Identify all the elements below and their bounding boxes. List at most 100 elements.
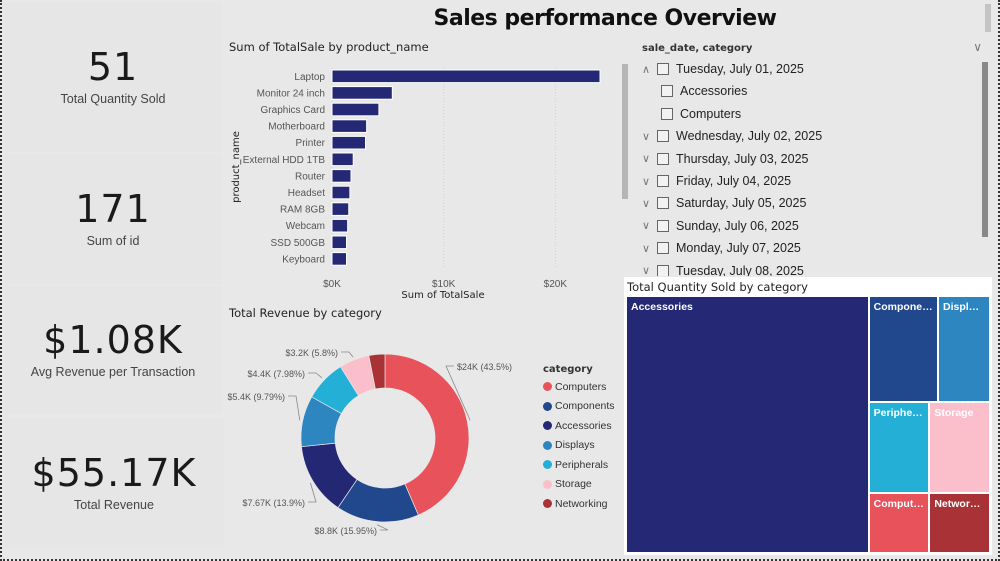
leader-line <box>341 351 354 358</box>
slicer-item[interactable]: ∨ Thursday, July 03, 2025 <box>638 148 809 170</box>
page-title: Sales performance Overview <box>433 6 777 31</box>
slicer-subitem[interactable]: Computers <box>658 103 741 125</box>
slicer-item-label: Monday, July 07, 2025 <box>676 241 801 256</box>
leader-line <box>308 482 317 503</box>
slicer-item-label: Tuesday, July 01, 2025 <box>676 62 804 76</box>
leader-line <box>308 372 323 379</box>
slicer-item[interactable]: ∨ Monday, July 07, 2025 <box>638 237 801 259</box>
legend-item-displays[interactable]: Displays <box>543 436 615 456</box>
data-label: $7.67K (13.9%) <box>242 498 305 508</box>
treemap-label: Accessories <box>631 301 693 313</box>
kpi-card-total-revenue[interactable]: $55.17K Total Revenue <box>4 418 224 548</box>
legend-item-components[interactable]: Components <box>543 397 615 417</box>
treemap[interactable]: Accessories Components Displays Peripherals… <box>626 296 990 553</box>
legend-item-peripherals[interactable]: Peripherals <box>543 455 615 475</box>
leader-line <box>288 395 301 421</box>
slicer-item-label: Thursday, July 03, 2025 <box>676 151 809 166</box>
bar[interactable] <box>331 169 352 183</box>
bar[interactable] <box>331 152 354 167</box>
kpi-value: 51 <box>87 45 139 89</box>
treemap-cell-peripherals[interactable]: Peripherals <box>869 402 929 492</box>
legend-item-accessories[interactable]: Accessories <box>543 416 615 436</box>
chevron-down-icon[interactable]: ∨ <box>641 220 651 233</box>
donut-slice-computers[interactable] <box>384 353 470 516</box>
legend-item-networking[interactable]: Networking <box>543 494 615 514</box>
donut-chart[interactable]: $24K (43.5%) $8.8K (15.95%) $7.67K (13.9%)… <box>225 322 535 547</box>
treemap-cell-computers[interactable]: Computers <box>869 493 929 552</box>
slicer-item[interactable]: ∨ Saturday, July 05, 2025 <box>638 192 806 214</box>
chevron-down-icon[interactable]: ∨ <box>641 265 651 276</box>
legend-label: Networking <box>555 497 608 510</box>
y-category-label: Monitor 24 inch <box>257 88 325 99</box>
donut-chart-title: Total Revenue by category <box>229 306 382 320</box>
y-category-label: SSD 500GB <box>271 238 326 249</box>
bar-chart-scrollbar[interactable] <box>622 64 628 199</box>
treemap-cell-displays[interactable]: Displays <box>939 297 989 401</box>
kpi-label: Avg Revenue per Transaction <box>30 365 196 379</box>
treemap-label: Peripherals <box>873 406 929 419</box>
bar[interactable] <box>331 185 351 200</box>
checkbox[interactable] <box>657 63 669 75</box>
slicer-item-label: Sunday, July 06, 2025 <box>676 218 799 233</box>
chevron-down-icon[interactable]: ∨ <box>641 130 651 143</box>
legend-marker <box>543 440 552 450</box>
bar[interactable] <box>331 235 348 250</box>
bar-chart[interactable]: $0K $10K $20K Laptop Monitor 24 inch Graphics… <box>225 55 625 305</box>
checkbox[interactable] <box>657 152 669 165</box>
slicer-header: sale_date, category <box>642 43 753 54</box>
kpi-card-sum-of-id[interactable]: 171 Sum of id <box>4 154 222 284</box>
bar[interactable] <box>331 202 350 216</box>
date-category-slicer[interactable]: sale_date, category ∨ ∧ Tuesday, July 01,… <box>632 40 990 276</box>
y-category-label: Motherboard <box>268 122 325 133</box>
slicer-dropdown-icon[interactable]: ∨ <box>973 40 982 54</box>
slicer-item[interactable]: ∧ Tuesday, July 01, 2025 <box>638 58 804 80</box>
checkbox[interactable] <box>657 197 669 210</box>
bar[interactable] <box>331 218 349 233</box>
y-category-label: Graphics Card <box>261 105 325 116</box>
checkbox[interactable] <box>661 85 673 98</box>
x-tick-label: $10K <box>432 279 456 290</box>
legend-title: category <box>543 364 593 375</box>
checkbox[interactable] <box>661 107 673 120</box>
slicer-scrollbar[interactable] <box>982 62 988 237</box>
y-category-label: Printer <box>296 138 326 149</box>
kpi-label: Total Quantity Sold <box>60 92 166 106</box>
leader-line <box>445 365 471 421</box>
kpi-card-avg-revenue[interactable]: $1.08K Avg Revenue per Transaction <box>4 286 222 414</box>
bar[interactable] <box>331 135 366 150</box>
legend-item-computers[interactable]: Computers <box>543 377 615 397</box>
treemap-cell-components[interactable]: Components <box>869 297 937 401</box>
treemap-cell-accessories[interactable]: Accessories <box>627 297 868 552</box>
bar[interactable] <box>331 119 368 133</box>
chevron-down-icon[interactable]: ∨ <box>641 197 651 210</box>
donut-slice-networking[interactable] <box>368 353 386 390</box>
data-label: $5.4K (9.79%) <box>227 392 285 402</box>
bar[interactable] <box>331 252 348 266</box>
slicer-item[interactable]: ∨ Friday, July 04, 2025 <box>638 170 791 192</box>
slicer-item[interactable]: ∨ Tuesday, July 08, 2025 <box>638 260 804 276</box>
bar[interactable] <box>331 86 393 100</box>
checkbox[interactable] <box>657 242 669 255</box>
treemap-cell-storage[interactable]: Storage <box>930 402 989 492</box>
checkbox[interactable] <box>657 219 669 232</box>
chevron-up-icon[interactable]: ∧ <box>641 63 651 76</box>
slicer-item[interactable]: ∨ Sunday, July 06, 2025 <box>638 215 799 237</box>
slicer-item[interactable]: ∨ Wednesday, July 02, 2025 <box>638 125 822 147</box>
legend-item-storage[interactable]: Storage <box>543 475 615 495</box>
chevron-down-icon[interactable]: ∨ <box>641 175 651 188</box>
slicer-item-label: Accessories <box>680 84 748 99</box>
treemap-cell-networking[interactable]: Networki... <box>930 493 989 552</box>
checkbox[interactable] <box>657 130 669 143</box>
bar[interactable] <box>331 102 380 117</box>
checkbox[interactable] <box>657 264 669 276</box>
page-scrollbar[interactable] <box>985 4 991 32</box>
legend-label: Computers <box>555 380 607 393</box>
checkbox[interactable] <box>657 175 669 187</box>
y-category-label: Keyboard <box>282 254 325 265</box>
chevron-down-icon[interactable]: ∨ <box>641 153 651 166</box>
slicer-subitem[interactable]: Accessories <box>658 80 747 102</box>
chevron-down-icon[interactable]: ∨ <box>641 242 651 255</box>
kpi-card-total-quantity[interactable]: 51 Total Quantity Sold <box>4 2 222 152</box>
bar[interactable] <box>331 69 601 84</box>
treemap-label: Computers <box>873 497 929 510</box>
